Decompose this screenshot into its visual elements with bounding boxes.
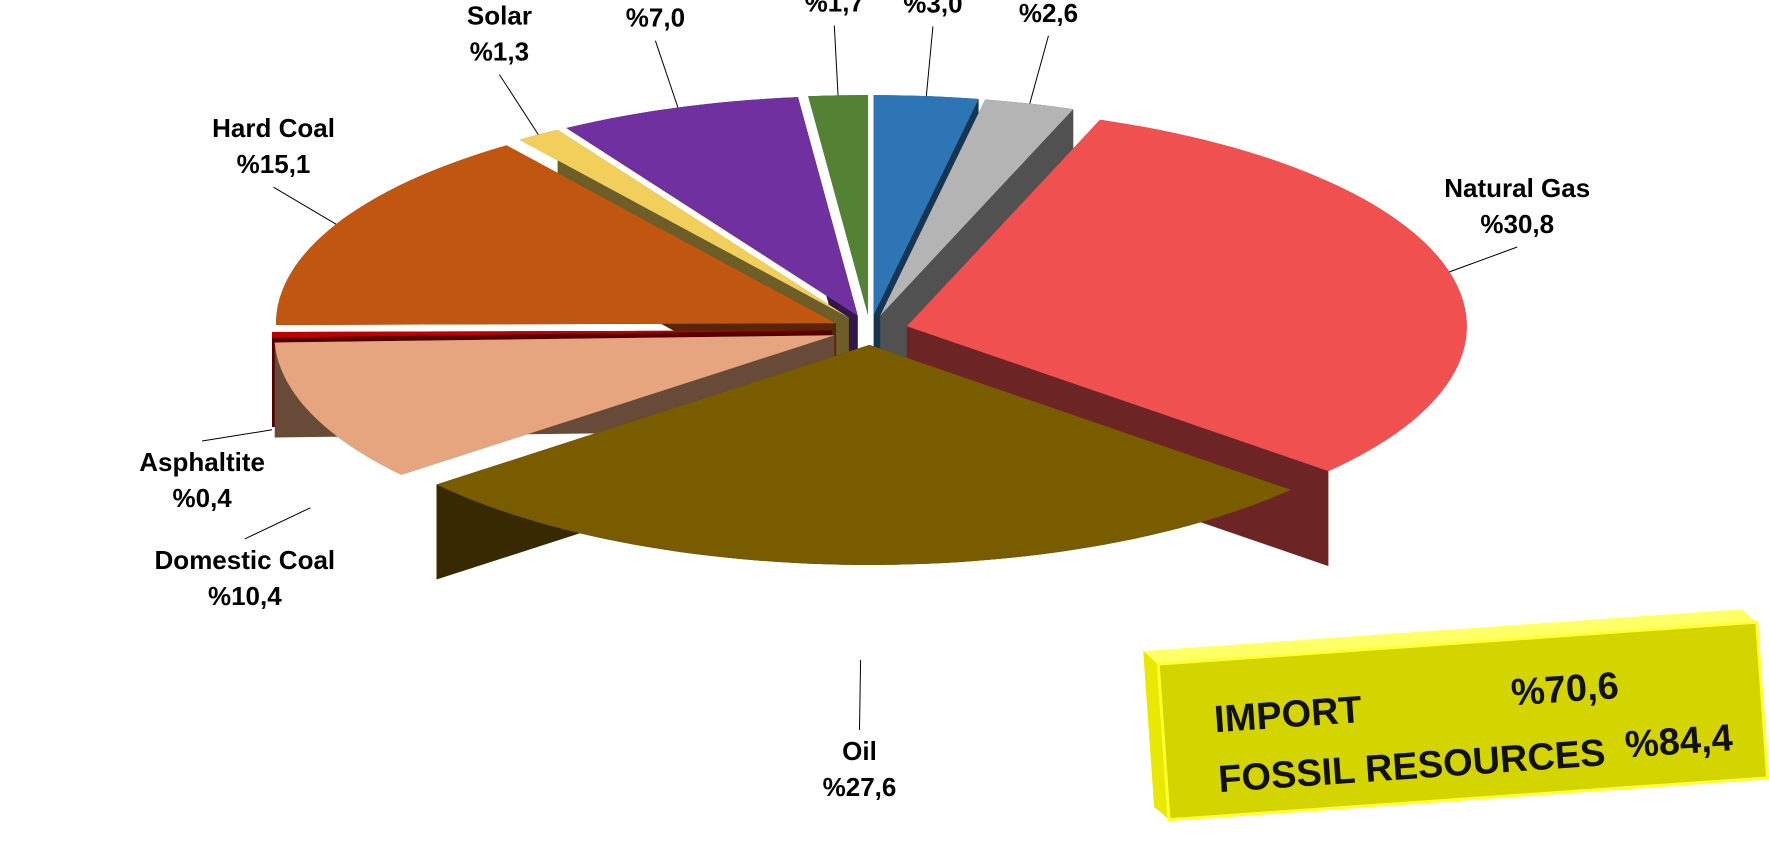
value-label: %0,4 <box>173 483 233 513</box>
value-label: %3,0 <box>903 0 962 18</box>
leader-line <box>244 507 311 540</box>
value-label: %7,0 <box>626 3 685 33</box>
leader-line <box>273 186 337 225</box>
slice <box>808 95 868 316</box>
slice <box>880 99 1074 316</box>
box-edge <box>1143 609 1757 665</box>
annotation-value: %70,6 <box>1510 665 1620 714</box>
slice <box>906 119 1467 472</box>
annotation-value: %84,4 <box>1624 717 1734 766</box>
value-label: %30,8 <box>1480 209 1554 239</box>
leader-line <box>654 40 679 108</box>
slice <box>276 145 837 325</box>
slice-label: Solar <box>467 1 532 31</box>
slice <box>436 344 1291 565</box>
slice-label: Oil <box>842 736 877 766</box>
box-edge <box>1143 651 1170 820</box>
value-label: %27,6 <box>823 772 897 802</box>
slice-label: Natural Gas <box>1444 173 1590 203</box>
leader-line <box>202 429 273 442</box>
slice <box>566 97 858 316</box>
leader-line <box>1449 246 1518 273</box>
pie <box>272 95 1467 660</box>
slice-label: Domestic Coal <box>155 545 336 575</box>
value-label: %2,6 <box>1019 0 1078 28</box>
leader-line <box>833 25 839 96</box>
summary-box: IMPORT %70,6 FOSSIL RESOURCES %84,4 <box>1143 609 1769 822</box>
slice-label: Asphaltite <box>139 447 265 477</box>
slice <box>272 330 832 338</box>
leader-line <box>858 659 862 730</box>
slice <box>274 335 835 475</box>
leader-line <box>499 74 539 135</box>
value-label: %1,3 <box>470 37 529 67</box>
value-label: %10,4 <box>208 581 282 611</box>
value-label: %15,1 <box>237 149 311 179</box>
leader-line <box>1029 35 1049 104</box>
slice <box>873 95 979 316</box>
slice-label: Hard Coal <box>212 113 335 143</box>
value-label: %1,7 <box>805 0 864 17</box>
slice <box>519 129 849 318</box>
annotation-label: IMPORT <box>1213 689 1363 741</box>
leader-line <box>925 26 934 97</box>
box-face <box>1156 620 1769 822</box>
